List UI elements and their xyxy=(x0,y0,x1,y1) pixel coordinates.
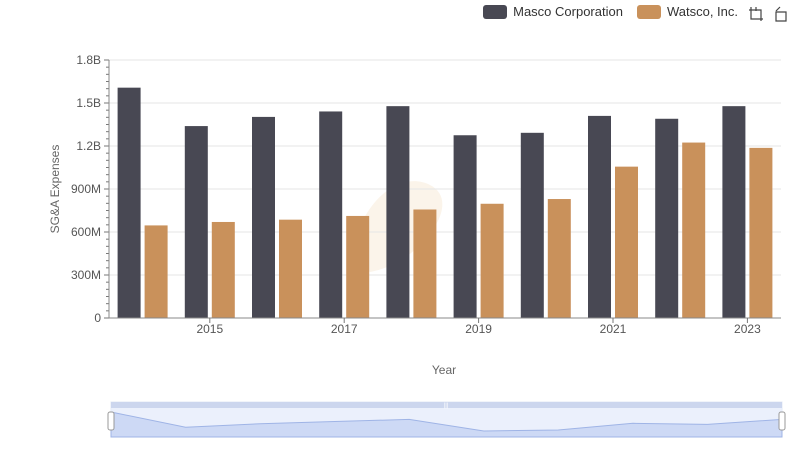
y-tick-label: 1.5B xyxy=(76,96,101,110)
y-axis-title: SG&A Expenses xyxy=(48,145,62,234)
navigator-top-bar[interactable] xyxy=(111,402,782,408)
y-tick-label: 1.8B xyxy=(76,53,101,67)
bar-masco-2014[interactable] xyxy=(117,87,141,318)
y-tick-label: 300M xyxy=(71,268,101,282)
legend-item-watsco[interactable]: Watsco, Inc. xyxy=(636,4,738,19)
x-axis-title: Year xyxy=(432,363,456,377)
chart-toolbar xyxy=(748,6,790,22)
y-tick-label: 1.2B xyxy=(76,139,101,153)
y-tick-label: 600M xyxy=(71,225,101,239)
legend-label-watsco: Watsco, Inc. xyxy=(666,4,738,19)
navigator-handle-right[interactable] xyxy=(778,411,786,431)
zoom-reset-icon[interactable] xyxy=(774,6,790,22)
x-tick-label: 2021 xyxy=(600,322,627,336)
y-tick-label: 0 xyxy=(94,311,101,325)
bar-watsco-2021[interactable] xyxy=(615,166,638,318)
bar-masco-2021[interactable] xyxy=(588,115,611,319)
range-navigator[interactable]: ||| xyxy=(107,401,786,438)
zoom-select-icon[interactable] xyxy=(748,6,764,22)
bar-watsco-2018[interactable] xyxy=(413,209,437,318)
x-tick-label: 2015 xyxy=(196,322,223,336)
legend-swatch-watsco xyxy=(636,4,661,19)
navigator-grip[interactable]: ||| xyxy=(444,403,449,409)
bar-masco-2019[interactable] xyxy=(453,135,477,318)
bar-watsco-2020[interactable] xyxy=(547,199,571,318)
y-tick-label: 900M xyxy=(71,182,101,196)
bar-watsco-2015[interactable] xyxy=(211,221,235,318)
navigator-handle-left[interactable] xyxy=(107,411,115,431)
legend-item-masco[interactable]: Masco Corporation xyxy=(483,4,623,19)
bar-watsco-2023[interactable] xyxy=(749,147,773,318)
bar-watsco-2016[interactable] xyxy=(279,219,302,318)
bar-masco-2016[interactable] xyxy=(252,116,275,318)
bar-masco-2018[interactable] xyxy=(386,106,410,318)
x-tick-label: 2023 xyxy=(734,322,761,336)
bar-masco-2020[interactable] xyxy=(520,132,544,318)
legend-label-masco: Masco Corporation xyxy=(513,4,623,19)
bar-watsco-2022[interactable] xyxy=(682,142,706,318)
bar-masco-2015[interactable] xyxy=(184,126,208,319)
x-tick-label: 2019 xyxy=(465,322,492,336)
bar-watsco-2017[interactable] xyxy=(346,215,370,318)
legend-swatch-masco xyxy=(483,4,508,19)
bar-masco-2017[interactable] xyxy=(319,111,343,318)
bar-masco-2023[interactable] xyxy=(722,106,746,318)
x-tick-label: 2017 xyxy=(331,322,358,336)
bar-masco-2022[interactable] xyxy=(655,118,679,319)
bar-watsco-2019[interactable] xyxy=(480,203,504,318)
legend: Masco Corporation Watsco, Inc. xyxy=(483,4,738,19)
bar-watsco-2014[interactable] xyxy=(144,225,168,318)
